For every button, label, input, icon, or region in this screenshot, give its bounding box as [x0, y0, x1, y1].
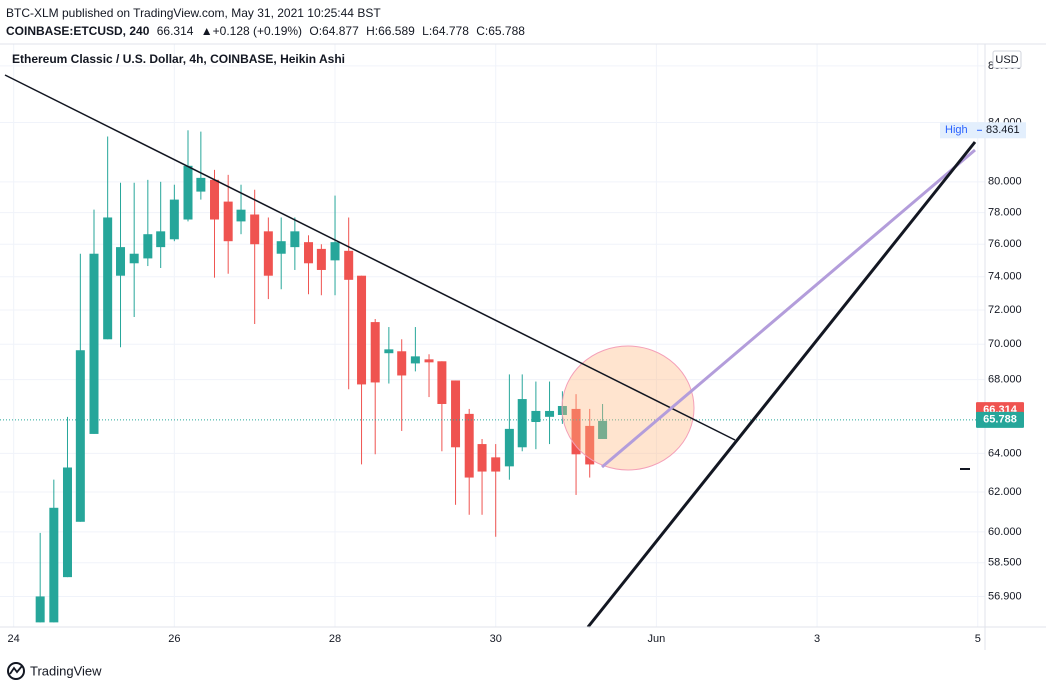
x-tick-label: 3	[814, 633, 820, 645]
high-label-name: High	[945, 124, 968, 136]
header-line1: BTC-XLM published on TradingView.com, Ma…	[6, 6, 381, 20]
candle-body	[143, 234, 153, 259]
x-tick-label: Jun	[648, 633, 666, 645]
candle-body	[49, 507, 59, 623]
ohlc: C:65.788	[476, 24, 525, 38]
candle-body	[330, 242, 340, 261]
candle-body	[451, 380, 461, 448]
trend-line	[4, 74, 736, 441]
footer-brand: TradingView	[30, 663, 102, 678]
x-tick-label: 5	[975, 633, 981, 645]
candle-body	[290, 231, 300, 248]
candle-body	[531, 410, 541, 423]
candle-body	[477, 444, 487, 472]
projection-line	[601, 148, 976, 469]
candle-body	[196, 177, 206, 192]
y-tick-label: 74.000	[988, 271, 1022, 283]
y-tick-label: 78.000	[988, 207, 1022, 219]
candle-body	[491, 457, 501, 472]
currency-button[interactable]	[992, 50, 1022, 69]
candle-body	[236, 209, 246, 222]
header-line2: COINBASE:ETCUSD, 240 66.314 ▲+0.128 (+0.…	[6, 22, 529, 40]
candle-body	[89, 253, 99, 434]
candle-body	[316, 248, 326, 270]
x-tick-label: 28	[329, 633, 341, 645]
candle-body	[437, 361, 447, 404]
x-tick-label: 30	[490, 633, 502, 645]
y-tick-label: 58.500	[988, 557, 1022, 569]
candle-body	[263, 231, 273, 276]
candle-body	[75, 350, 85, 522]
candle-body	[210, 179, 220, 220]
candle-body	[545, 410, 555, 417]
y-tick-label: 76.000	[988, 238, 1022, 250]
price-label: 65.788	[983, 414, 1017, 426]
candle-body	[370, 322, 380, 383]
candles	[0, 130, 985, 623]
candle-body	[103, 217, 113, 340]
candle-body	[183, 165, 193, 220]
symbol: COINBASE:ETCUSD, 240	[6, 24, 150, 38]
candle-body	[424, 359, 434, 363]
candle-body	[384, 349, 394, 354]
y-tick-label: 60.000	[988, 526, 1022, 538]
candle-body	[344, 250, 354, 280]
high-label-box	[940, 122, 1026, 139]
ohlc: H:66.589	[366, 24, 415, 38]
candle-body	[156, 231, 166, 248]
price-label-box	[976, 411, 1024, 428]
candle-body	[116, 247, 126, 276]
chart-title: Ethereum Classic / U.S. Dollar, 4h, COIN…	[12, 52, 345, 66]
highlight-circle	[561, 345, 695, 471]
candle-body	[357, 275, 367, 385]
y-tick-label: 64.000	[988, 447, 1022, 459]
change: ▲+0.128 (+0.19%)	[200, 24, 303, 38]
high-label-value: 83.461	[986, 124, 1020, 136]
y-tick-label: 80.000	[988, 176, 1022, 188]
candle-body	[410, 356, 420, 364]
candle-body	[129, 253, 139, 264]
y-tick-label: 68.000	[988, 373, 1022, 385]
candle-body	[169, 199, 179, 240]
y-tick-label: 56.900	[988, 590, 1022, 602]
ohlc: L:64.778	[422, 24, 469, 38]
candle-body	[35, 596, 45, 623]
candle-body	[397, 351, 407, 376]
last-price: 66.314	[156, 24, 194, 38]
header: BTC-XLM published on TradingView.com, Ma…	[6, 4, 529, 40]
candle-body	[62, 467, 72, 578]
y-tick-label: 62.000	[988, 486, 1022, 498]
logo	[7, 662, 25, 680]
candle-body	[571, 408, 581, 455]
candle-body	[223, 201, 233, 242]
chart-panel	[0, 44, 1046, 627]
candle-body	[504, 428, 514, 467]
y-tick-label: 70.000	[988, 338, 1022, 350]
y-tick-label: 72.000	[988, 304, 1022, 316]
currency-label[interactable]: USD	[995, 54, 1018, 66]
candle-body	[464, 413, 474, 478]
candle-body	[598, 420, 608, 439]
ohlc: O:64.877	[309, 24, 359, 38]
x-tick-label: 26	[168, 633, 180, 645]
candle-body	[304, 242, 314, 264]
candle-body	[517, 399, 527, 448]
x-tick-label: 24	[8, 633, 20, 645]
candle-body	[585, 425, 595, 465]
candle-body	[250, 214, 260, 245]
candle-body	[276, 241, 286, 254]
support-line	[586, 141, 977, 628]
